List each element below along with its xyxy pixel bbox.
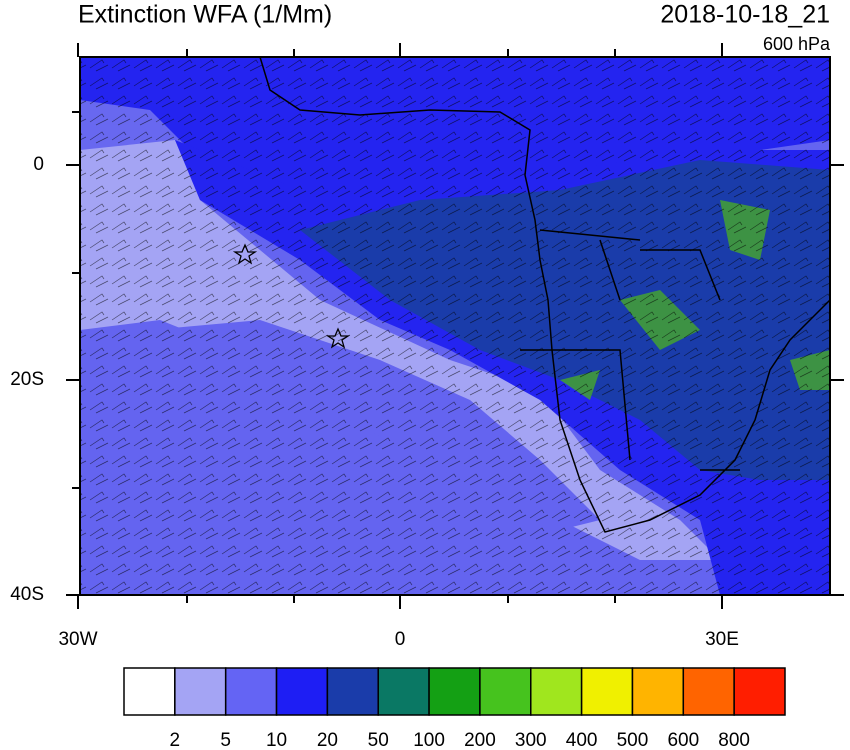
map-fill [80, 57, 830, 595]
x-tick-label: 0 [395, 629, 406, 650]
colorbar-box [224, 667, 278, 716]
colorbar-label: 2 [170, 730, 181, 750]
x-tick-label: 30E [705, 629, 739, 650]
date: 2018-10-18_21 [660, 1, 830, 29]
colorbar-label: 20 [317, 730, 338, 750]
colorbar-box [174, 667, 227, 716]
colorbar-label: 50 [368, 730, 389, 750]
colorbar-box [326, 667, 379, 716]
y-tick-label: 20S [10, 369, 44, 390]
y-tick-label: 0 [33, 154, 44, 175]
axes: 30W 0 30E 0 20S 40S [10, 43, 844, 650]
colorbar-label: 400 [566, 730, 598, 750]
colorbar-label: 10 [266, 730, 287, 750]
colorbar-label: 5 [220, 730, 231, 750]
minor-ticks [72, 49, 616, 603]
colorbar-box [631, 667, 685, 716]
colorbar-label: 100 [413, 730, 445, 750]
colorbar-label: 600 [667, 730, 699, 750]
colorbar-box [123, 667, 176, 716]
y-tick-label: 40S [10, 584, 44, 605]
colorbar-label: 800 [718, 730, 750, 750]
colorbar-box [479, 667, 532, 716]
colorbar-box [580, 667, 634, 716]
title: Extinction WFA (1/Mm) [78, 1, 332, 29]
colorbar-box [733, 667, 786, 716]
colorbar-box [275, 667, 329, 716]
map-frame [79, 56, 831, 596]
colorbar-label: 300 [515, 730, 547, 750]
colorbar-label: 500 [617, 730, 649, 750]
colorbar-box [530, 667, 583, 716]
colorbar-label: 200 [464, 730, 496, 750]
colorbar-box [428, 667, 481, 716]
x-tick-label: 30W [58, 629, 97, 650]
colorbar-box [377, 667, 430, 716]
colorbar: 2 5 10 20 50 100 200 300 400 500 600 800 [123, 667, 786, 750]
level: 600 hPa [763, 34, 831, 54]
colorbar-box [682, 667, 735, 716]
